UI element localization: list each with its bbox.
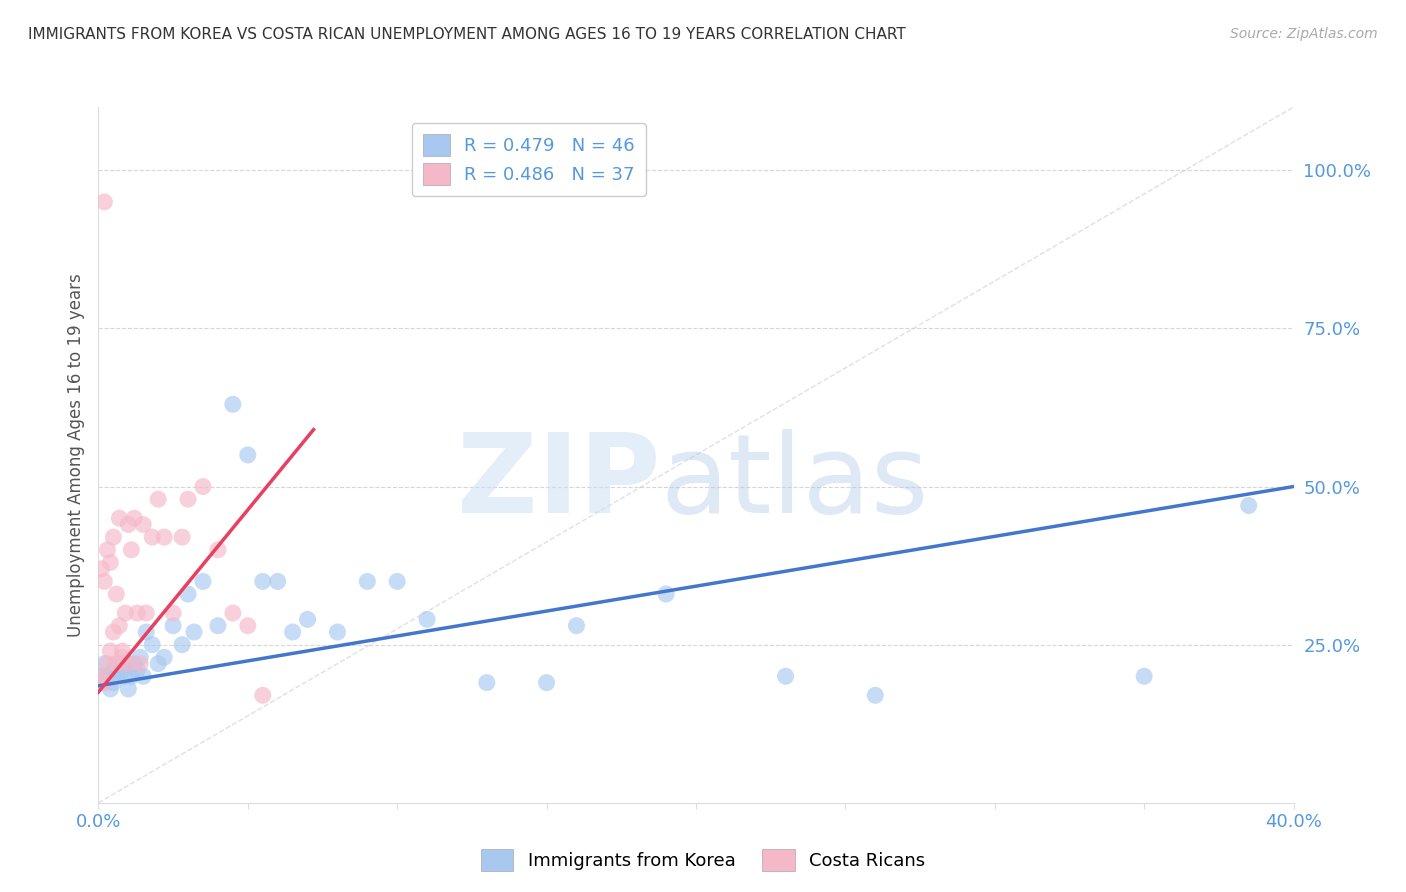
Point (135, 625, 157, 640)
Point (132, 517, 155, 532)
Point (111, 644, 134, 658)
Point (172, 530, 194, 544)
Point (120, 542, 142, 557)
Point (135, 606, 157, 620)
Point (775, 669, 797, 683)
Point (93, 675, 115, 690)
Point (96, 542, 118, 557)
Point (267, 574, 290, 589)
Point (148, 657, 170, 671)
Point (865, 688, 887, 702)
Point (114, 606, 136, 620)
Point (108, 511, 131, 525)
Point (172, 638, 194, 652)
Text: ZIP: ZIP (457, 429, 661, 536)
Point (90, 669, 112, 683)
Point (326, 625, 349, 640)
Point (105, 587, 128, 601)
Point (114, 669, 136, 683)
Point (207, 542, 229, 557)
Point (252, 688, 274, 702)
Point (111, 650, 134, 665)
Point (96, 669, 118, 683)
Point (385, 574, 409, 589)
Point (222, 397, 245, 411)
Point (536, 675, 558, 690)
Point (129, 650, 152, 665)
Legend: Immigrants from Korea, Costa Ricans: Immigrants from Korea, Costa Ricans (474, 842, 932, 879)
Point (90, 562, 112, 576)
Point (117, 657, 139, 671)
Text: IMMIGRANTS FROM KOREA VS COSTA RICAN UNEMPLOYMENT AMONG AGES 16 TO 19 YEARS CORR: IMMIGRANTS FROM KOREA VS COSTA RICAN UNE… (28, 27, 905, 42)
Text: atlas: atlas (661, 429, 928, 536)
Point (191, 479, 214, 493)
Point (236, 618, 259, 632)
Point (96, 657, 118, 671)
Point (1133, 669, 1156, 683)
Point (162, 606, 184, 620)
Point (207, 618, 229, 632)
Point (177, 492, 200, 507)
Point (108, 657, 131, 671)
Point (100, 556, 122, 570)
Point (141, 638, 163, 652)
Point (153, 650, 176, 665)
Point (93, 675, 115, 690)
Point (108, 618, 131, 632)
Point (177, 587, 200, 601)
Point (132, 669, 155, 683)
Point (103, 530, 125, 544)
Point (103, 675, 125, 690)
Point (105, 657, 128, 671)
Point (655, 587, 678, 601)
Point (297, 612, 319, 626)
Point (124, 511, 146, 525)
Point (129, 657, 152, 671)
Point (127, 663, 149, 677)
Point (191, 574, 214, 589)
Point (141, 530, 163, 544)
Point (93, 574, 115, 589)
Point (236, 448, 259, 462)
Point (111, 663, 134, 677)
Point (162, 618, 184, 632)
Point (100, 644, 122, 658)
Point (117, 657, 139, 671)
Point (148, 492, 170, 507)
Point (222, 606, 245, 620)
Point (124, 657, 146, 671)
Point (117, 517, 139, 532)
Point (252, 574, 274, 589)
Point (90, 669, 112, 683)
Point (100, 681, 122, 696)
Point (120, 669, 142, 683)
Point (475, 675, 498, 690)
Point (565, 618, 588, 632)
Point (103, 663, 125, 677)
Point (153, 530, 176, 544)
Point (117, 681, 139, 696)
Point (356, 574, 378, 589)
Point (103, 625, 125, 640)
Point (416, 612, 439, 626)
Legend: R = 0.479   N = 46, R = 0.486   N = 37: R = 0.479 N = 46, R = 0.486 N = 37 (412, 123, 645, 196)
Text: Source: ZipAtlas.com: Source: ZipAtlas.com (1230, 27, 1378, 41)
Point (105, 669, 128, 683)
Point (93, 657, 115, 671)
Y-axis label: Unemployment Among Ages 16 to 19 years: Unemployment Among Ages 16 to 19 years (66, 273, 84, 637)
Point (93, 194, 115, 209)
Point (127, 606, 149, 620)
Point (281, 625, 304, 640)
Point (183, 625, 205, 640)
Point (1237, 499, 1260, 513)
